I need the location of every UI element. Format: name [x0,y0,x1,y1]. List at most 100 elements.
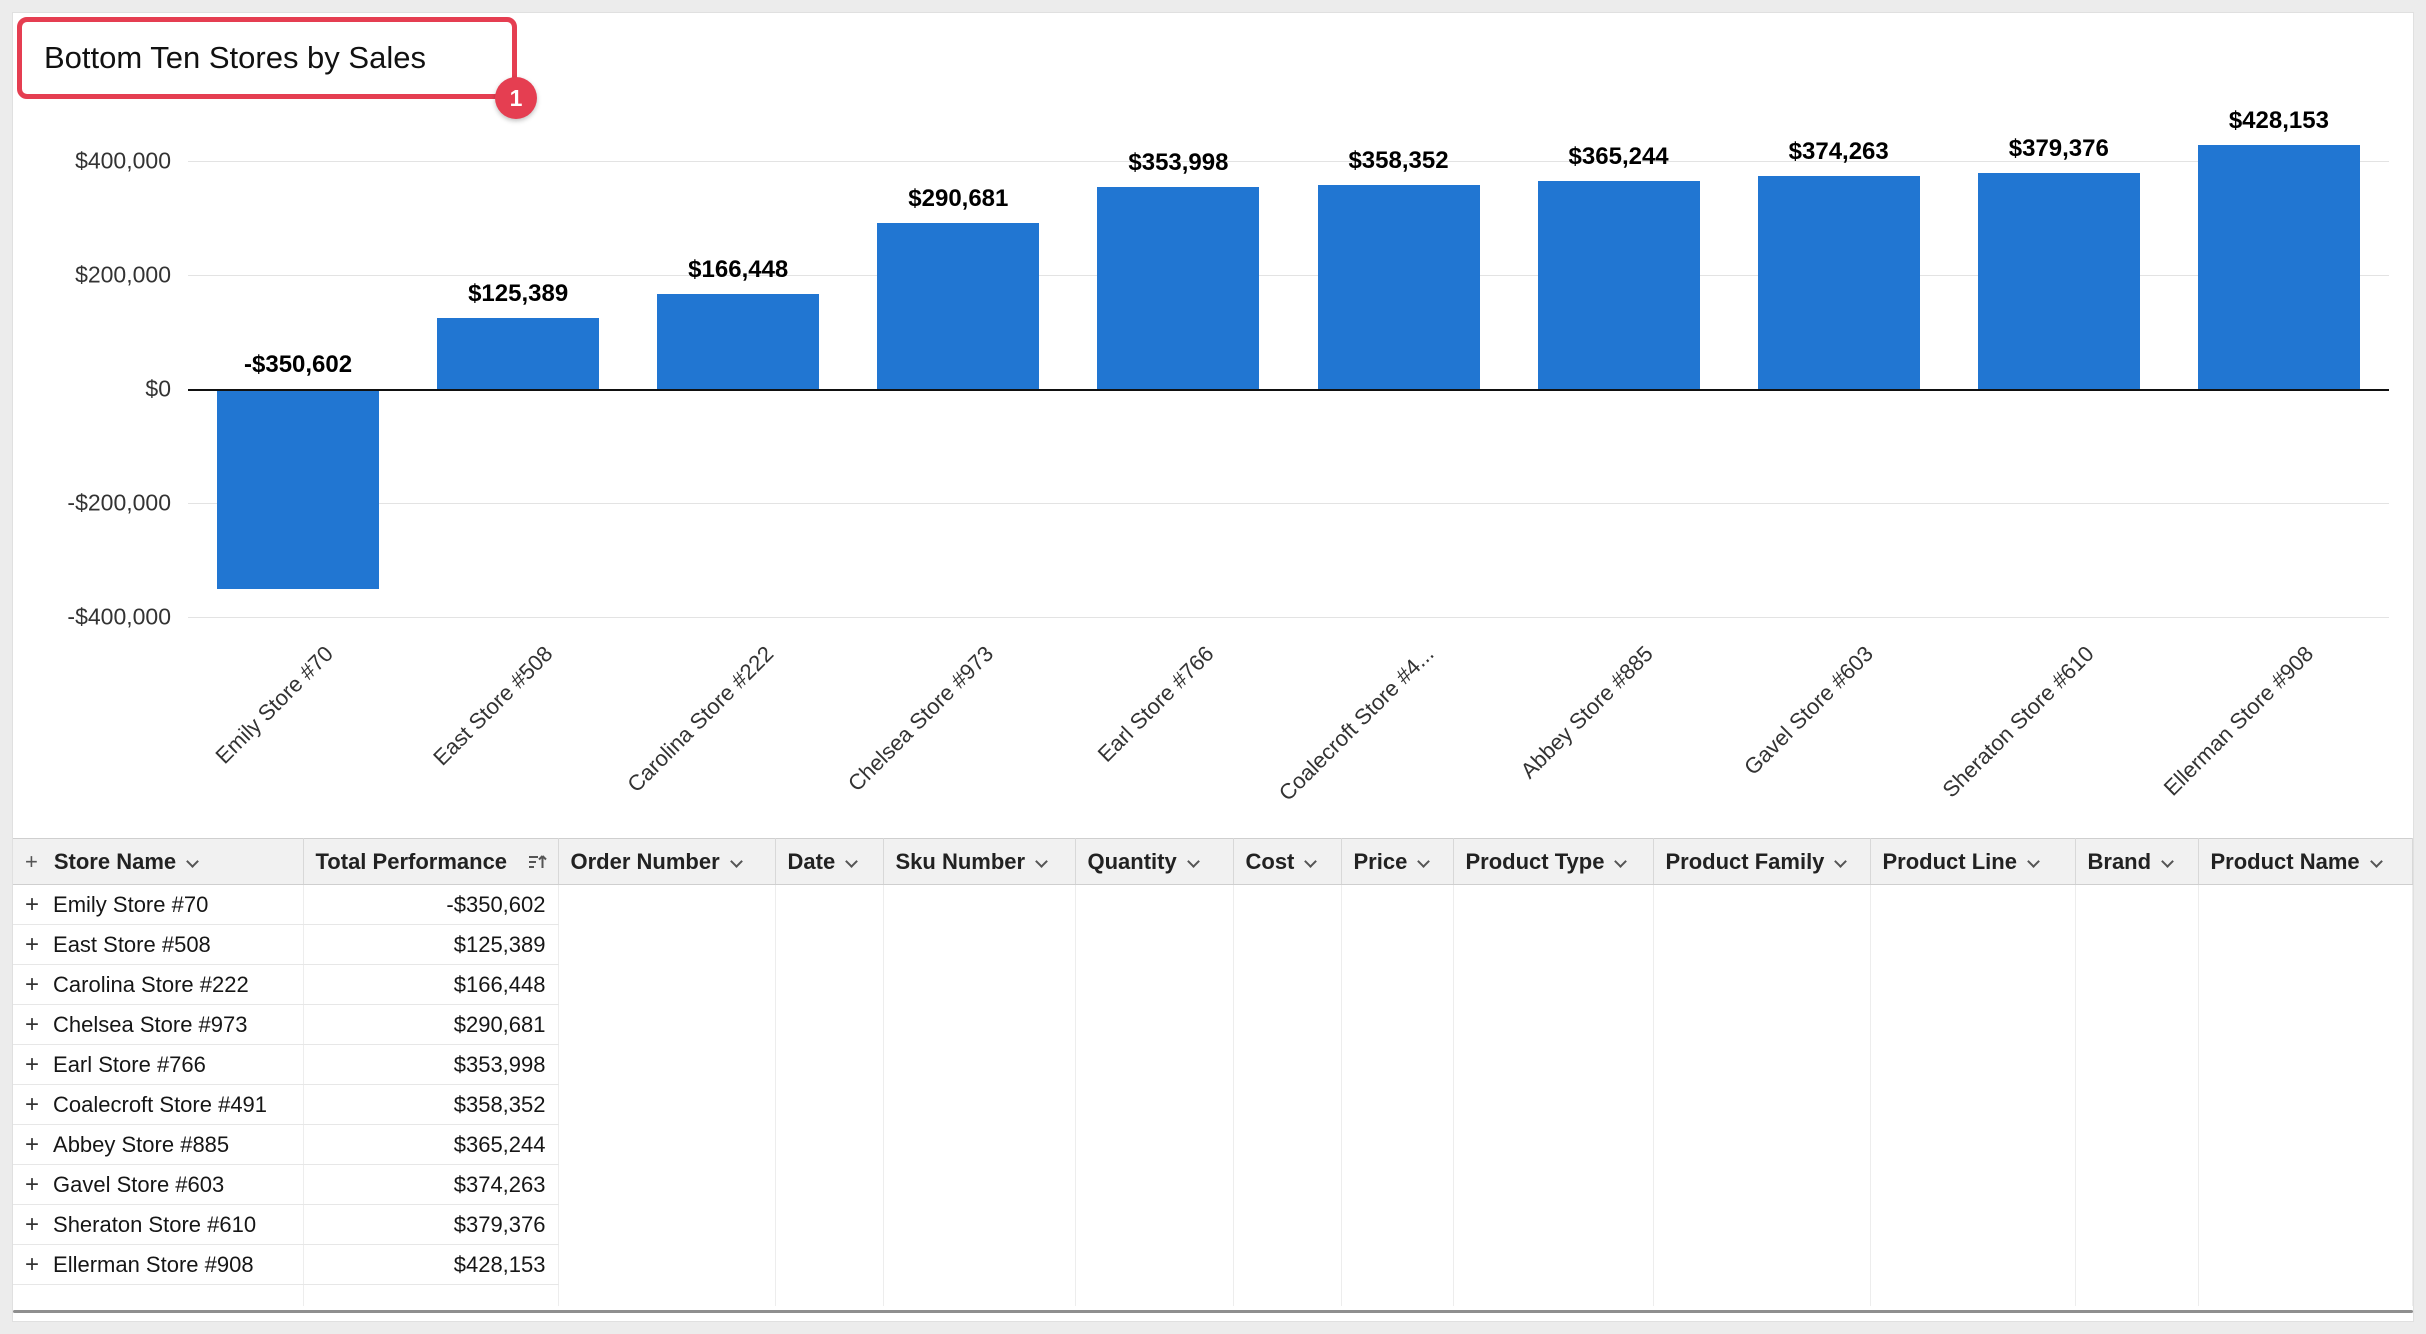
bar[interactable] [1097,187,1260,389]
bar[interactable] [217,389,380,589]
chevron-down-icon[interactable] [1186,854,1200,868]
bar[interactable] [437,317,600,389]
empty-cell [558,1284,776,1306]
expand-all-icon[interactable]: + [25,848,38,874]
chevron-down-icon[interactable] [186,854,200,868]
bar-chart: $400,000 $200,000 $0 -$200,000 -$400,000 -$3… [13,13,2413,833]
column-header-cost[interactable]: Cost [1233,838,1342,885]
column-header-price[interactable]: Price [1341,838,1454,885]
empty-cell [775,1044,884,1085]
empty-cell [1453,1124,1654,1165]
store-name-cell: + East Store #508 [13,924,304,965]
x-axis-label: Sheraton Store #610 [1937,641,2099,803]
chevron-down-icon[interactable] [2369,854,2383,868]
empty-cell [1341,1284,1454,1306]
x-axis-label: East Store #508 [428,641,558,771]
empty-cell [2198,1084,2413,1125]
bar[interactable] [657,294,820,389]
column-header-brand[interactable]: Brand [2075,838,2199,885]
chevron-down-icon[interactable] [1304,854,1318,868]
empty-cell [1870,1204,2076,1245]
empty-cell [558,1204,776,1245]
expand-row-icon[interactable]: + [25,1250,40,1278]
chevron-down-icon[interactable] [1614,854,1628,868]
empty-cell [1075,1004,1234,1045]
chevron-down-icon[interactable] [2027,854,2040,868]
expand-row-icon[interactable]: + [25,890,40,918]
expand-row-icon[interactable]: + [25,1010,40,1038]
bar-value-label: $290,681 [908,185,1009,213]
column-label: Sku Number [895,848,1026,874]
empty-cell [1233,1044,1342,1085]
column-header-product-line[interactable]: Product Line [1870,838,2076,885]
expand-row-icon[interactable]: + [25,1130,40,1158]
bar-value-label: $379,376 [2008,134,2109,162]
chart-plot: -$350,602 $125,389 $166,448 $290,681 $353,99… [188,107,2389,618]
total-performance-cell: $365,244 [303,1124,559,1165]
empty-cell [775,1004,884,1045]
bar-value-label: $358,352 [1348,146,1449,174]
empty-cell [2198,1204,2413,1245]
x-label-slot: Carolina Store #222 [622,625,848,830]
expand-row-icon[interactable]: + [25,1050,40,1078]
column-header-sku-number[interactable]: Sku Number [883,838,1076,885]
empty-cell [1341,964,1454,1005]
horizontal-scrollbar[interactable] [13,1310,2413,1313]
sort-ascending-icon[interactable] [526,851,548,873]
store-name-cell: + Carolina Store #222 [13,964,304,1005]
bar[interactable] [1757,175,1920,389]
expand-row-icon[interactable]: + [25,1090,40,1118]
empty-cell [303,1284,559,1306]
empty-cell [1233,884,1342,925]
column-header-quantity[interactable]: Quantity [1075,838,1234,885]
column-header-store-name[interactable]: + Store Name [13,838,304,885]
chevron-down-icon[interactable] [729,854,743,868]
empty-cell [2198,1284,2413,1306]
bar[interactable] [2197,144,2360,389]
x-axis-label: Ellerman Store #908 [2159,641,2319,801]
empty-cell [2075,1044,2199,1085]
column-label: Price [1353,848,1408,874]
y-axis-tick-label: -$400,000 [67,603,171,630]
bar[interactable] [1317,184,1480,389]
bar[interactable] [1977,172,2140,389]
bar-value-label: $428,153 [2228,106,2329,134]
empty-cell [1653,1124,1871,1165]
store-name: Gavel Store #603 [53,1171,225,1197]
empty-cell [2075,884,2199,925]
empty-cell [1653,924,1871,965]
bar[interactable] [1537,180,1700,389]
store-name: Chelsea Store #973 [53,1011,248,1037]
expand-row-icon[interactable]: + [25,1210,40,1238]
column-header-product-type[interactable]: Product Type [1453,838,1654,885]
column-header-product-name[interactable]: Product Name [2198,838,2413,885]
x-axis-label: Gavel Store #603 [1739,641,1879,780]
chevron-down-icon[interactable] [1834,854,1848,868]
expand-row-icon[interactable]: + [25,930,40,958]
column-header-product-family[interactable]: Product Family [1653,838,1871,885]
store-name-cell: + Emily Store #70 [13,884,304,925]
chevron-down-icon[interactable] [2161,854,2174,868]
bar-value-label: -$350,602 [244,351,353,378]
empty-cell [558,1244,776,1285]
chart-xlabels: Emily Store #70 East Store #508 Carolina S… [188,625,2389,830]
table-row: + East Store #508 $125,389 [13,924,2413,965]
chevron-down-icon[interactable] [1417,854,1431,868]
empty-cell [2075,924,2199,965]
expand-row-icon[interactable]: + [25,970,40,998]
empty-cell [1341,1044,1454,1085]
chevron-down-icon[interactable] [845,854,859,868]
expand-row-icon[interactable]: + [25,1170,40,1198]
empty-cell [1075,1084,1234,1125]
x-label-slot: Sheraton Store #610 [1937,625,2169,830]
x-label-slot: Abbey Store #885 [1509,625,1729,830]
bar[interactable] [877,223,1040,389]
column-header-date[interactable]: Date [775,838,884,885]
empty-cell [1653,1084,1871,1125]
chevron-down-icon[interactable] [1035,854,1048,868]
column-header-total-performance[interactable]: Total Performance [303,838,559,885]
table-body: + Emily Store #70 -$350,602 + East Store #50… [13,884,2413,1306]
empty-cell [883,1004,1076,1045]
store-name: Sheraton Store #610 [53,1211,257,1237]
column-header-order-number[interactable]: Order Number [558,838,776,885]
